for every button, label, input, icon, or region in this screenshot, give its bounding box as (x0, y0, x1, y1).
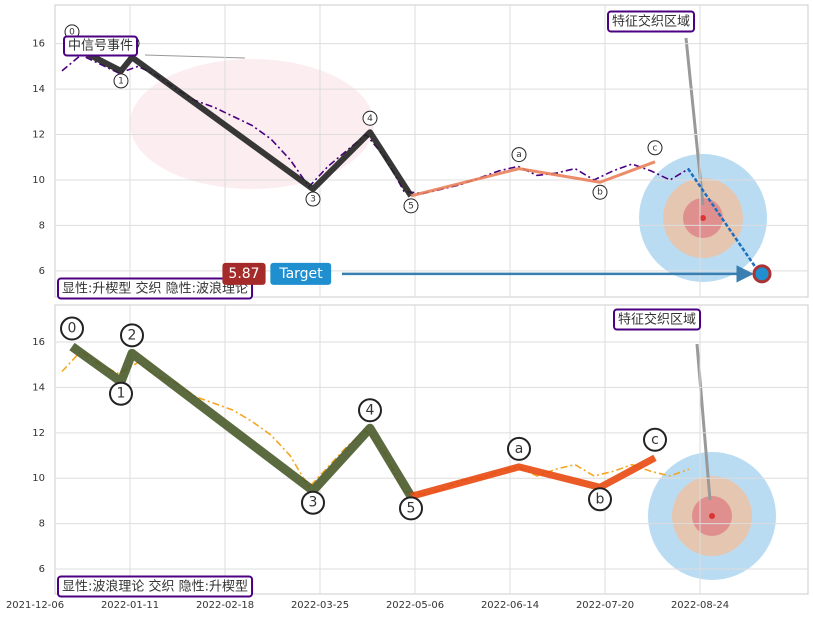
wave-point-circle (113, 73, 129, 89)
x-tick-label: 2022-06-14 (481, 600, 539, 611)
wave-point-circle (507, 436, 531, 461)
y-tick-label: 12 (32, 428, 45, 439)
y-tick-label: 8 (39, 519, 45, 530)
wave-label: b (596, 491, 605, 507)
x-tick-label: 2022-01-11 (101, 600, 159, 611)
wave-label: c (653, 143, 658, 153)
y-tick-label: 14 (32, 382, 45, 393)
wave-point-circle (643, 427, 667, 452)
wave-label: 4 (366, 402, 375, 418)
x-tick-label: 2022-02-18 (196, 600, 254, 611)
wave-label: a (516, 150, 522, 160)
target-label: Target (278, 266, 323, 282)
wave-label: 3 (310, 195, 316, 205)
highlight-ellipse (130, 59, 374, 189)
wave-label: 0 (69, 27, 75, 37)
wave-label: b (597, 188, 603, 198)
annotation-label: 特征交织区域 (618, 312, 696, 328)
target-point (752, 264, 772, 284)
wave-label: 5 (408, 201, 414, 211)
wave-point-circle (120, 323, 144, 348)
wave-point-circle (60, 316, 84, 341)
annotation-label: 特征交织区域 (612, 14, 690, 30)
wave-point-circle (301, 490, 325, 515)
y-tick-label: 14 (32, 84, 45, 95)
annotation-box (57, 575, 254, 598)
wave-label: 2 (128, 327, 137, 343)
wave-point-circle (399, 496, 423, 521)
wave-point-circle (358, 398, 382, 423)
annotation-box (613, 308, 702, 331)
y-tick-label: 6 (39, 266, 45, 277)
wave-label: 4 (367, 114, 373, 124)
x-tick-label: 2022-05-06 (386, 600, 444, 611)
y-tick-label: 16 (32, 337, 45, 348)
impulse-wave (69, 342, 415, 499)
panel-frame (54, 4, 809, 298)
annotation-label: 显性:升楔型 交织 隐性:波浪理论 (62, 281, 248, 297)
target-label-box (270, 262, 332, 285)
wave-point-circle (592, 184, 608, 200)
wave-point-circle (403, 198, 419, 214)
x-tick-label: 2021-12-06 (6, 600, 64, 611)
panel-frame (54, 304, 809, 595)
wave-point-circle (588, 487, 612, 512)
wave-label: 5 (407, 500, 416, 516)
y-tick-label: 10 (32, 473, 45, 484)
wave-label: a (515, 441, 524, 457)
annotation-box (57, 277, 254, 300)
annotation-box (63, 35, 139, 57)
annotation-box (607, 10, 696, 33)
correction-wave (410, 160, 656, 198)
x-tick-label: 2022-07-20 (576, 600, 634, 611)
wave-point-circle (305, 191, 321, 207)
wave-point-circle (647, 140, 663, 156)
target-value: 5.87 (228, 266, 259, 282)
y-tick-label: 10 (32, 175, 45, 186)
x-tick-label: 2022-08-24 (671, 600, 729, 611)
annotation-label: 中信号事件 (68, 39, 133, 54)
wave-point-circle (109, 381, 133, 406)
wave-point-circle (511, 147, 527, 163)
wave-point-circle (362, 110, 378, 126)
y-tick-label: 12 (32, 130, 45, 141)
y-tick-label: 6 (39, 564, 45, 575)
target-value-box (222, 262, 266, 285)
y-tick-label: 8 (39, 220, 45, 231)
wave-label: c (651, 432, 659, 448)
correction-wave (410, 454, 657, 500)
target-projection (686, 167, 762, 275)
impulse-wave (70, 43, 414, 198)
wave-label: 0 (68, 321, 77, 337)
wave-label: 1 (117, 386, 126, 402)
wave-label: 1 (118, 76, 124, 86)
y-tick-label: 16 (32, 39, 45, 50)
annotation-label: 显性:波浪理论 交织 隐性:升楔型 (62, 579, 248, 595)
zone-marker (144, 37, 776, 580)
wave-label: 3 (309, 495, 318, 511)
x-tick-label: 2022-03-25 (291, 600, 349, 611)
